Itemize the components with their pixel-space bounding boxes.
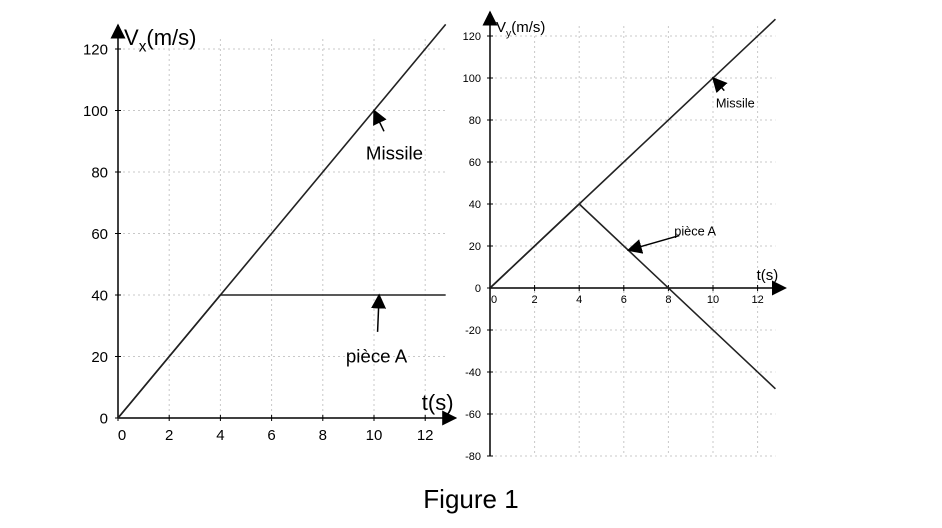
y-tick-label: 120 — [463, 31, 481, 43]
annotation-label: pièce A — [346, 346, 408, 367]
x-axis-label: t(s) — [422, 390, 454, 415]
x-tick-label: 8 — [319, 427, 327, 444]
y-tick-label: -60 — [465, 409, 481, 421]
y-tick-label: 80 — [91, 164, 108, 181]
annotation-label: pièce A — [674, 224, 716, 239]
x-tick-label: 10 — [366, 427, 383, 444]
series-line-pi-ce-a — [118, 294, 446, 419]
y-tick-label: 100 — [83, 103, 108, 120]
annotation-arrow — [626, 234, 680, 254]
x-tick-label: 2 — [532, 294, 538, 306]
y-axis-label: Vy(m/s) — [496, 19, 545, 40]
x-tick-label: 12 — [417, 427, 434, 444]
x-tick-label: 4 — [576, 294, 582, 306]
y-tick-label: 20 — [91, 349, 108, 366]
annotation-arrow — [371, 293, 387, 332]
annotation-label: Missile — [716, 95, 755, 110]
annotation-arrow — [711, 76, 728, 94]
y-tick-label: 100 — [463, 73, 481, 85]
chart-vy: 0 2 4 6 8 10 12 -80 -60 -40 -20 0 20 40 60 80 100 120 Vy(m… — [463, 10, 787, 463]
x-tick-label: 6 — [621, 294, 627, 306]
series-line-pi-ce-a — [490, 202, 776, 390]
x-tick-label: 6 — [267, 427, 275, 444]
x-tick-label: 0 — [118, 427, 126, 444]
annotation-arrow — [373, 109, 387, 132]
y-tick-label: -80 — [465, 451, 481, 463]
annotation-label: Missile — [366, 143, 423, 164]
x-tick-label: 10 — [707, 294, 719, 306]
y-tick-label: -40 — [465, 367, 481, 379]
y-tick-label: 60 — [91, 226, 108, 243]
y-axis-label: Vx(m/s) — [124, 25, 196, 56]
x-tick-label: 4 — [216, 427, 224, 444]
y-tick-label: 40 — [91, 287, 108, 304]
y-tick-label: -20 — [465, 325, 481, 337]
x-tick-label: 2 — [165, 427, 173, 444]
x-tick-label: 12 — [751, 294, 763, 306]
x-axis-label: t(s) — [757, 267, 779, 284]
x-tick-label: 0 — [491, 294, 497, 306]
figure-caption: Figure 1 — [423, 484, 519, 514]
x-tick-label: 8 — [665, 294, 671, 306]
y-tick-label: 0 — [475, 283, 481, 295]
y-tick-label: 40 — [469, 199, 481, 211]
y-tick-label: 20 — [469, 241, 481, 253]
y-tick-label: 0 — [100, 410, 108, 427]
y-tick-label: 120 — [83, 41, 108, 58]
y-tick-label: 80 — [469, 115, 481, 127]
y-tick-label: 60 — [469, 157, 481, 169]
